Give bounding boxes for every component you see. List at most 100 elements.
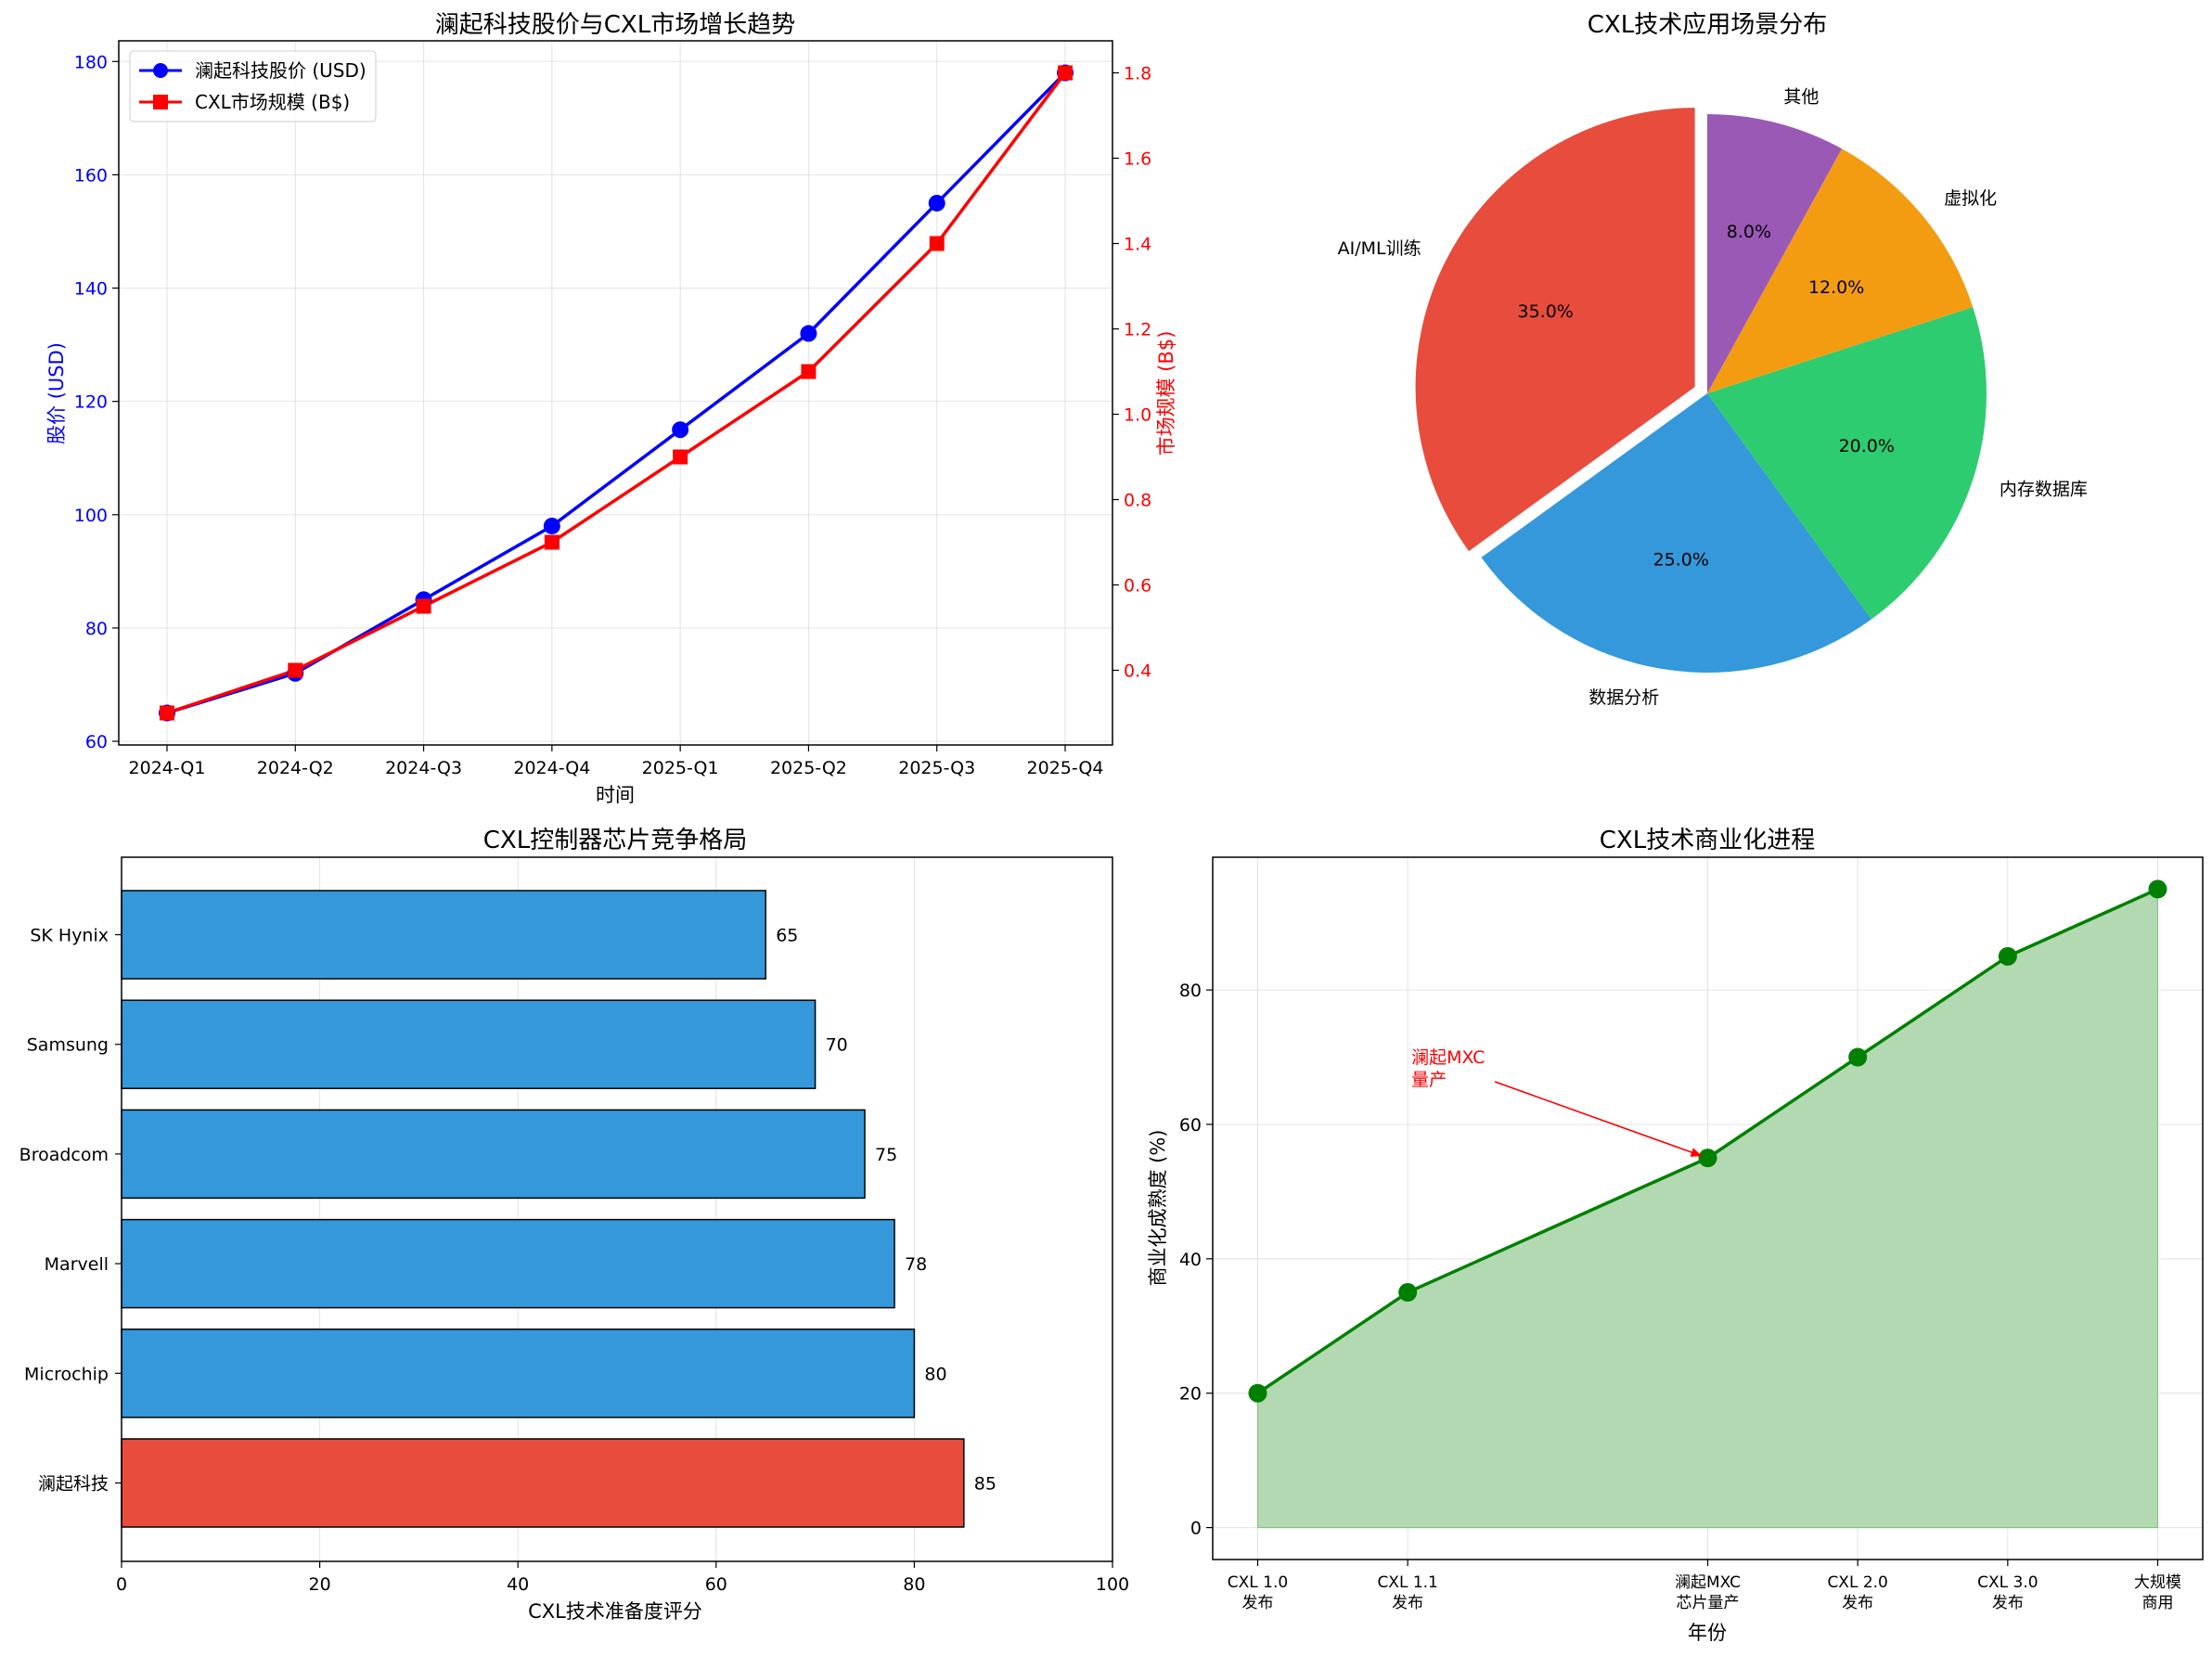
legend-market-marker	[153, 95, 168, 109]
legend-market-label: CXL市场规模 (B$)	[195, 91, 350, 113]
chart1-ytick-right-label: 1.8	[1124, 64, 1151, 84]
maturity-point	[2148, 879, 2167, 899]
chart1-xtick-label: 2025-Q3	[898, 758, 975, 778]
chart4-xtick-label: CXL 1.0	[1228, 1573, 1288, 1592]
maturity-point	[1848, 1047, 1868, 1067]
chart1-ytick-label: 160	[74, 165, 108, 186]
bar-2	[121, 1109, 866, 1200]
market-size-point	[929, 236, 945, 251]
chart1-ylabel-right: 市场规模 (B$)	[1155, 331, 1177, 456]
bar-value-label: 65	[776, 926, 798, 946]
chart1-xtick-label: 2024-Q2	[257, 758, 334, 778]
bar-5	[121, 1438, 965, 1528]
chart1-xtick-label: 2025-Q1	[642, 758, 719, 778]
chart4-xtick-label: CXL 2.0	[1827, 1573, 1887, 1592]
chart1-ytick-label: 180	[74, 52, 108, 72]
stock-price-point	[800, 325, 817, 342]
maturity-point	[1998, 946, 2017, 966]
chart4-xtick-label: CXL 3.0	[1977, 1573, 2038, 1592]
pie-pct-4: 8.0%	[1727, 222, 1771, 242]
maturity-point	[1398, 1283, 1418, 1303]
chart3-frame	[121, 856, 1113, 1562]
chart4-ytick-label: 0	[1190, 1519, 1202, 1539]
bar-value-label: 78	[905, 1254, 927, 1275]
bar-value-label: 70	[826, 1035, 848, 1056]
bar-value-label: 75	[875, 1145, 897, 1165]
chart1-ytick-right-label: 0.8	[1124, 491, 1151, 511]
bar-value-label: 80	[924, 1364, 946, 1384]
chart4-xtick-label: 商用	[2142, 1594, 2174, 1612]
annotation-arrow-line	[1494, 1081, 1703, 1157]
chart4-xtick-label: 发布	[1992, 1594, 2024, 1612]
chart4-xtick-label: 芯片量产	[1677, 1594, 1740, 1612]
pie-label-1: 数据分析	[1588, 687, 1659, 708]
market-size-point	[673, 449, 688, 465]
bar-0	[121, 890, 766, 980]
chart4-xtick-label: 发布	[1242, 1594, 1274, 1612]
chart3-xtick-label: 80	[903, 1574, 925, 1595]
pie-slice-4	[1707, 114, 1843, 393]
stock-price-point	[928, 194, 945, 212]
chart1-legend: 澜起科技股价 (USD) CXL市场规模 (B$)	[129, 50, 377, 122]
chart1-xtick-label: 2024-Q1	[129, 758, 206, 778]
chart1-ytick-label: 80	[85, 619, 108, 639]
pie-slice-3	[1707, 148, 1974, 393]
chart3-xtick-label: 40	[507, 1574, 529, 1595]
chart1-ytick-right-label: 1.4	[1124, 235, 1151, 255]
pie-label-4: 其他	[1783, 86, 1819, 107]
chart4-ytick-label: 40	[1179, 1250, 1202, 1270]
chart4-ytick-label: 20	[1179, 1384, 1202, 1405]
market-size-point	[160, 705, 174, 721]
chart1-ytick-right-label: 0.6	[1124, 576, 1151, 597]
chart1-xtick-label: 2025-Q4	[1027, 758, 1104, 778]
pie-pct-2: 20.0%	[1839, 436, 1895, 456]
market-size-point	[801, 364, 817, 379]
bar-category-label: 澜起科技	[38, 1474, 109, 1495]
chart1-ytick-label: 140	[74, 279, 108, 300]
market-size-point	[288, 662, 303, 678]
chart4-xlabel: 年份	[1688, 1622, 1727, 1644]
chart4-ytick-label: 80	[1179, 981, 1202, 1001]
maturity-point	[1248, 1383, 1267, 1403]
chart1-frame	[118, 40, 1113, 746]
chart2-title: CXL技术应用场景分布	[1588, 11, 1827, 39]
market-size-point	[544, 534, 559, 550]
chart3-xtick-label: 0	[116, 1574, 127, 1595]
bar-value-label: 85	[974, 1474, 997, 1495]
application-pie-chart: CXL技术应用场景分布 AI/ML训练 35.0% 数据分析 25.0% 内存数据库 20…	[1338, 11, 2088, 708]
bar-category-label: Marvell	[45, 1254, 109, 1275]
legend-stock-label: 澜起科技股价 (USD)	[195, 59, 367, 82]
chart4-xtick-label: 发布	[1842, 1594, 1873, 1612]
legend-stock-marker	[153, 63, 168, 78]
chart1-xtick-label: 2024-Q4	[513, 758, 590, 778]
chart4-xtick-label: 发布	[1392, 1594, 1423, 1612]
pie-pct-1: 25.0%	[1653, 549, 1709, 570]
chart1-ytick-label: 100	[74, 506, 108, 526]
chart1-ytick-label: 120	[74, 392, 108, 413]
maturity-point	[1698, 1149, 1717, 1168]
pie-pct-3: 12.0%	[1808, 277, 1864, 298]
bar-4	[121, 1329, 916, 1419]
stock-price-line	[166, 71, 1067, 715]
market-size-point	[1058, 65, 1073, 81]
chart4-xtick-label: 大规模	[2134, 1573, 2181, 1592]
commercialization-area-chart: CXL技术商业化进程 0 20 40 60 80 CXL 1.0 发布 CXL 1.1 发布 澜…	[1147, 827, 2204, 1644]
stock-price-point	[672, 421, 689, 439]
chart3-xlabel: CXL技术准备度评分	[528, 1600, 702, 1623]
legend-box	[129, 50, 377, 122]
pie-label-3: 虚拟化	[1944, 188, 1997, 209]
chart1-ytick-right-label: 1.6	[1124, 149, 1151, 170]
pie-label-2: 内存数据库	[2000, 479, 2088, 499]
maturity-line	[1256, 887, 2159, 1395]
chart1-ytick-right-label: 1.0	[1124, 405, 1151, 426]
chart1-xtick-label: 2024-Q3	[385, 758, 462, 778]
bar-1	[121, 999, 817, 1089]
chart1-ytick-label: 60	[85, 732, 108, 752]
market-size-line	[166, 71, 1067, 715]
bar-category-label: Microchip	[24, 1364, 109, 1384]
bar-category-label: Samsung	[27, 1035, 109, 1056]
chart3-xtick-label: 100	[1096, 1574, 1129, 1595]
chart4-frame	[1212, 856, 2204, 1560]
